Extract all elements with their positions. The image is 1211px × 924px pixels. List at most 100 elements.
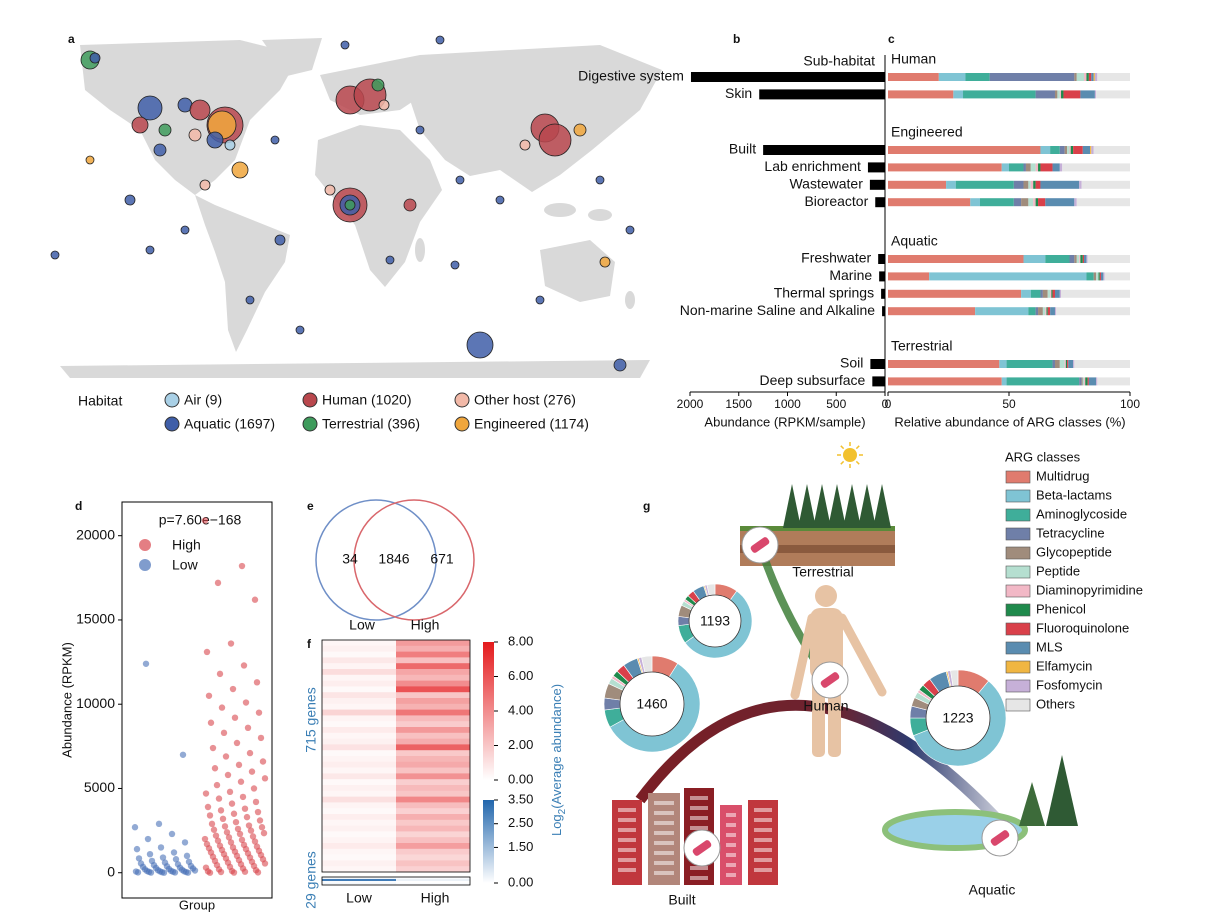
- stacked-bar-segment: [929, 272, 1087, 281]
- legend-swatch: [1005, 622, 1031, 636]
- panel-label: e: [307, 499, 314, 513]
- data-point: [255, 709, 263, 716]
- x-tick-label: 1500: [725, 397, 752, 411]
- heatmap-cell: [322, 808, 396, 815]
- heatmap-cell: [396, 802, 470, 809]
- stacked-bar-segment: [1076, 198, 1130, 207]
- data-point: [246, 749, 254, 757]
- heatmap-cell: [396, 814, 470, 821]
- map-bubble: [199, 179, 211, 191]
- heatmap-cell: [396, 808, 470, 815]
- map-bubble: [274, 234, 286, 246]
- heatmap-cell: [396, 883, 470, 886]
- scene-label: Built: [668, 892, 695, 908]
- stacked-bar-segment: [1073, 146, 1083, 154]
- data-point: [142, 660, 150, 667]
- data-point: [159, 854, 167, 861]
- transfer-arc: [635, 699, 1004, 826]
- stacked-bar-segment: [1042, 307, 1046, 316]
- data-point: [170, 849, 178, 856]
- panel-label: f: [307, 637, 312, 651]
- heatmap-cell: [396, 837, 470, 844]
- stacked-bar-segment: [1040, 289, 1043, 298]
- window: [618, 848, 636, 852]
- x-tick-label: 0: [885, 397, 892, 411]
- stacked-bar-segment: [999, 360, 1007, 368]
- data-point: [184, 869, 192, 876]
- map-bubble: [450, 260, 460, 270]
- data-point: [256, 817, 264, 824]
- stacked-bar-segment: [1035, 90, 1055, 99]
- stacked-bar-segment: [1062, 163, 1130, 172]
- data-point: [205, 692, 213, 699]
- stacked-bar-segment: [1067, 360, 1069, 368]
- colorbar: [483, 800, 494, 883]
- stacked-bar-segment: [1035, 163, 1039, 172]
- heatmap-cell: [396, 848, 470, 855]
- data-point: [133, 845, 141, 853]
- venn-count: 1846: [378, 551, 409, 567]
- stacked-bar-segment: [1086, 73, 1089, 81]
- heatmap-cell: [396, 831, 470, 838]
- heatmap-cell: [322, 879, 396, 882]
- x-tick-label: 50: [1002, 397, 1016, 411]
- data-point: [218, 704, 226, 711]
- stacked-bar-segment: [888, 289, 1022, 298]
- data-point: [234, 825, 242, 833]
- stacked-bar-segment: [955, 180, 1014, 189]
- map-bubble: [89, 52, 101, 64]
- data-point: [201, 517, 209, 524]
- heatmap-cell: [396, 761, 470, 768]
- heatmap-cell: [322, 692, 396, 699]
- legend-swatch: [1005, 470, 1031, 484]
- head: [815, 585, 837, 607]
- legend-label: Glycopeptide: [1036, 544, 1112, 559]
- category-label: Digestive system: [578, 68, 684, 84]
- heatmap-cell: [322, 825, 396, 832]
- stacked-bar-segment: [1045, 198, 1075, 207]
- panel-label: b: [733, 32, 740, 46]
- colorbar-label-part: (Average abundance): [549, 684, 564, 809]
- stacked-bar-segment: [1056, 307, 1130, 316]
- stacked-bar-segment: [1084, 377, 1086, 386]
- legend-swatch: [302, 392, 318, 408]
- data-point: [227, 640, 235, 647]
- stacked-bar-segment: [888, 272, 930, 281]
- legend-label: Fluoroquinolone: [1036, 620, 1129, 635]
- category-label: Freshwater: [801, 250, 871, 266]
- colorbar-label: Log2(Average abundance): [549, 684, 567, 836]
- legend-swatch: [454, 416, 470, 432]
- arm: [837, 613, 887, 697]
- map-bubble: [344, 199, 356, 211]
- heatmap-cell: [322, 640, 396, 647]
- tree: [843, 484, 861, 528]
- data-point: [228, 800, 236, 807]
- stacked-bar-segment: [1033, 198, 1036, 207]
- map-bubble: [50, 250, 60, 260]
- heatmap-cell: [322, 819, 396, 826]
- heatmap-cell: [322, 881, 396, 884]
- colorbar-label-part: Log: [549, 814, 564, 836]
- stacked-bar-segment: [888, 146, 1041, 154]
- data-point: [249, 833, 257, 840]
- window: [754, 858, 772, 862]
- heatmap-cell: [396, 750, 470, 757]
- data-point: [220, 729, 228, 737]
- stacked-bar-segment: [946, 180, 956, 189]
- group-label: Engineered: [891, 124, 963, 140]
- stacked-bar-segment: [1096, 272, 1099, 281]
- heatmap-cell: [322, 848, 396, 855]
- heatmap-cell: [396, 651, 470, 658]
- bar: [882, 306, 885, 317]
- stacked-bar-segment: [1074, 198, 1077, 207]
- heatmap-cell: [322, 779, 396, 786]
- heatmap-cell: [396, 663, 470, 670]
- legend-label: Others: [1036, 696, 1076, 711]
- map-bubble: [519, 139, 531, 151]
- heatmap-cell: [396, 877, 470, 880]
- stacked-bar-segment: [1059, 360, 1065, 368]
- row-group-label: 29 genes: [303, 851, 319, 909]
- heatmap-cell: [396, 779, 470, 786]
- stacked-bar-segment: [1088, 73, 1092, 81]
